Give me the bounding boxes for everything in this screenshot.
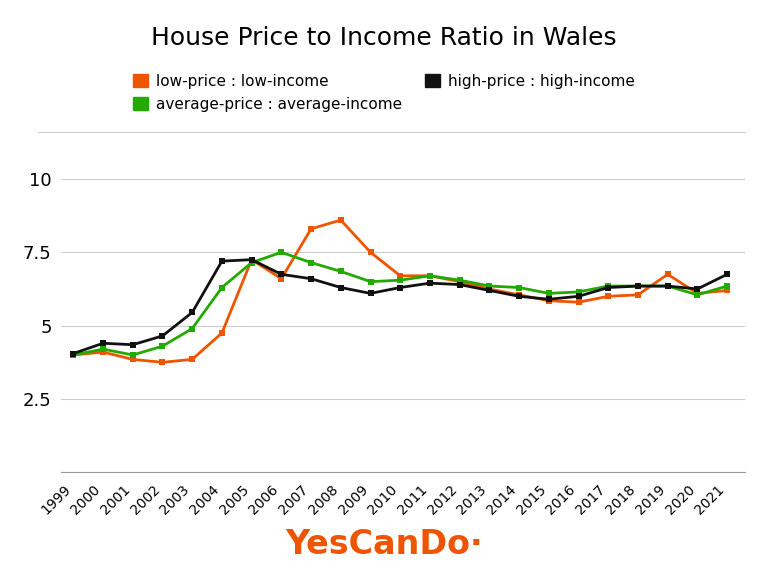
Legend: low-price : low-income, average-price : average-income, high-price : high-income: low-price : low-income, average-price : … [133, 74, 635, 112]
Text: House Price to Income Ratio in Wales: House Price to Income Ratio in Wales [151, 26, 617, 50]
Text: YesCanDo·: YesCanDo· [285, 528, 483, 561]
